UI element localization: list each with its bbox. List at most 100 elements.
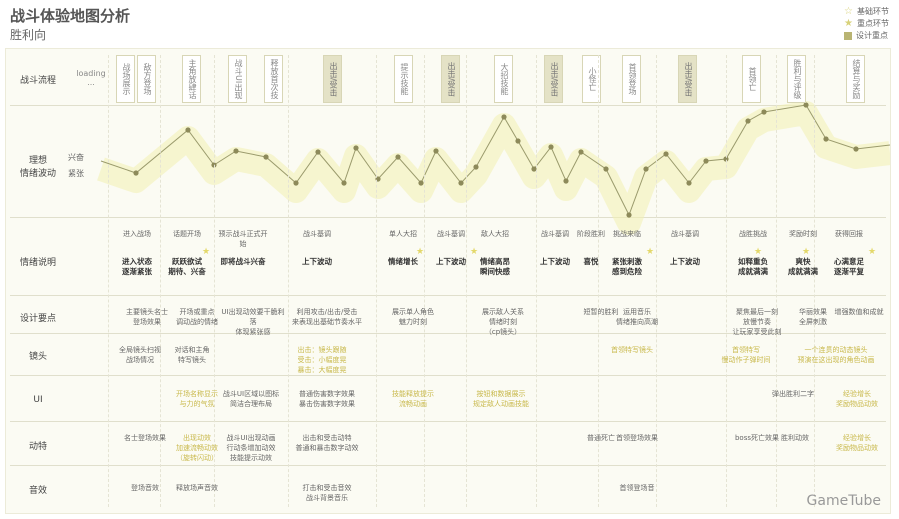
desc-top: 战斗基调 bbox=[437, 230, 465, 238]
column-divider bbox=[656, 55, 657, 507]
legend-label: 设计重点 bbox=[856, 31, 889, 40]
anim-cell: 战斗UI出现动画 行动条增加动效 技能提示动效 bbox=[226, 434, 276, 462]
axis-high-label: 兴奋 bbox=[68, 153, 84, 162]
column-divider bbox=[376, 55, 377, 507]
column-divider bbox=[814, 55, 815, 507]
emotion-glow bbox=[97, 101, 890, 235]
row-label-emotion: 理想 情绪波动 bbox=[19, 156, 56, 179]
camera-cell: 全局镜头扫视 战场情况 bbox=[119, 346, 161, 364]
desc-bottom: 情绪高昂 瞬间快感 bbox=[480, 257, 510, 276]
anim-cell: 名士登场效果 bbox=[124, 434, 166, 442]
emotion-point bbox=[315, 149, 321, 155]
desc-top: 战斗基调 bbox=[541, 230, 569, 238]
design-cell: 运用音乐 情绪推向高潮 bbox=[616, 308, 658, 326]
anim-cell: boss死亡效果 bbox=[734, 434, 780, 442]
divider bbox=[10, 217, 886, 218]
design-cell: UI出现动效要干脆利落 体现紧张感 bbox=[221, 308, 285, 336]
camera-cell: 对话和主角 特写镜头 bbox=[174, 346, 210, 364]
emotion-point bbox=[293, 180, 299, 186]
divider bbox=[10, 465, 886, 466]
design-cell: 聚焦最后一刻 放慢节奏 让玩家享受此刻 bbox=[732, 308, 782, 336]
stage-8: 出击/受击 bbox=[441, 55, 460, 103]
anim-cell: 出击和受击动特 普通和暴击数字动效 bbox=[295, 434, 359, 452]
emotion-point bbox=[133, 170, 139, 176]
desc-top: 阶段胜利 bbox=[577, 230, 605, 238]
divider bbox=[10, 375, 886, 376]
stage-6: 出击/受击 bbox=[323, 55, 342, 103]
row-label-design: 设计要点 bbox=[19, 314, 56, 324]
desc-top: 进入战场 bbox=[123, 230, 151, 238]
ui-cell: 经验增长 奖励物品动效 bbox=[836, 390, 878, 408]
legend-label: 重点环节 bbox=[857, 19, 889, 28]
legend-item: ☆ 基础环节 bbox=[844, 6, 889, 18]
emotion-point bbox=[263, 154, 269, 160]
emotion-point bbox=[473, 164, 479, 170]
emotion-point bbox=[663, 151, 669, 157]
camera-cell: 首领特写镜头 bbox=[611, 346, 653, 354]
camera-cell: 首领特写 慢动作子弹时间 bbox=[721, 346, 771, 364]
legend-label: 基础环节 bbox=[857, 7, 889, 16]
row-label-ui: UI bbox=[33, 395, 43, 405]
emotion-point bbox=[578, 149, 584, 155]
divider bbox=[10, 105, 886, 106]
design-cell: 展示敌人关系 情绪时刻 （cp镜头） bbox=[482, 308, 524, 336]
column-divider bbox=[160, 55, 161, 507]
emotion-point bbox=[823, 136, 829, 142]
design-cell: 主要镜头名士 登场效果 bbox=[126, 308, 168, 326]
anim-cell: 出现动效 加速流畅动效 （旋转闪动） bbox=[176, 434, 218, 462]
desc-bottom: 跃跃欲试 期待、兴奋 bbox=[168, 257, 206, 276]
square-icon bbox=[844, 32, 853, 40]
stage-16: 结算与奖励 bbox=[846, 55, 865, 103]
emotion-point bbox=[853, 146, 859, 152]
camera-cell: 一个连贯的动态镜头 预演在这出现的角色动画 bbox=[797, 346, 875, 364]
anim-cell: 普通死亡 bbox=[587, 434, 615, 442]
stage-5: 释放首次技能 bbox=[264, 55, 283, 103]
legend-item: ★ 重点环节 bbox=[844, 18, 889, 30]
column-divider bbox=[598, 55, 599, 507]
emotion-curve bbox=[97, 101, 890, 235]
key-moment-star-icon: ★ bbox=[202, 247, 211, 257]
desc-top: 战斗基调 bbox=[671, 230, 699, 238]
emotion-point bbox=[458, 180, 464, 186]
design-cell: 增强数值和成就 bbox=[834, 308, 884, 316]
ui-cell: 按钮和数据展示 规定敌人动画技能 bbox=[473, 390, 529, 408]
divider bbox=[10, 295, 886, 296]
column-divider bbox=[536, 55, 537, 507]
divider bbox=[10, 421, 886, 422]
sound-cell: 登场音效 bbox=[131, 484, 159, 492]
ui-cell: 开场名称显示 与力的气氛 bbox=[176, 390, 218, 408]
desc-top: 战斗基调 bbox=[303, 230, 331, 238]
row-label-sound: 音效 bbox=[28, 486, 47, 496]
desc-top: 话题开场 bbox=[173, 230, 201, 238]
emotion-point bbox=[395, 154, 401, 160]
desc-bottom: 上下波动 bbox=[670, 257, 700, 266]
desc-bottom: 上下波动 bbox=[436, 257, 466, 266]
key-moment-star-icon: ★ bbox=[646, 247, 655, 257]
stage-10: 出击/受击 bbox=[544, 55, 563, 103]
desc-bottom: 如释重负 成就满满 bbox=[738, 257, 768, 276]
stage-14: 首领亡 bbox=[742, 55, 761, 103]
emotion-point bbox=[603, 166, 609, 172]
emotion-point bbox=[643, 166, 649, 172]
design-cell: 利用攻击/出击/受击 来表现出基础节奏水平 bbox=[292, 308, 362, 326]
design-cell: 开场或重点 调动战的情绪 bbox=[176, 308, 218, 326]
experience-map-board: 战斗流程 理想 情绪波动 情绪说明 设计要点 镜头 UI 动特 音效 loadi… bbox=[5, 48, 891, 514]
row-label-camera: 镜头 bbox=[28, 352, 47, 362]
stage-1: 战场展示 bbox=[116, 55, 135, 103]
desc-top: 奖励时刻 bbox=[789, 230, 817, 238]
stage-2: 敌方登场 bbox=[137, 55, 156, 103]
desc-bottom: 上下波动 bbox=[540, 257, 570, 266]
stage-12: 首领登场 bbox=[622, 55, 641, 103]
watermark: GameTube bbox=[806, 493, 881, 509]
ui-cell: 战斗UI区域以图标 简洁合理布局 bbox=[222, 390, 280, 408]
design-cell: 华丽效果 全屏刺激 bbox=[799, 308, 827, 326]
desc-bottom: 进入状态 逐渐紧张 bbox=[122, 257, 152, 276]
stage-13: 出击/受击 bbox=[678, 55, 697, 103]
emotion-point bbox=[563, 178, 569, 184]
legend-item: 设计重点 bbox=[844, 30, 889, 42]
stage-9: 大招技能 bbox=[494, 55, 513, 103]
desc-bottom: 上下波动 bbox=[302, 257, 332, 266]
anim-cell: 首领登场效果 bbox=[616, 434, 658, 442]
sound-cell: 释放场声音效 bbox=[176, 484, 218, 492]
desc-top: 单人大招 bbox=[389, 230, 417, 238]
